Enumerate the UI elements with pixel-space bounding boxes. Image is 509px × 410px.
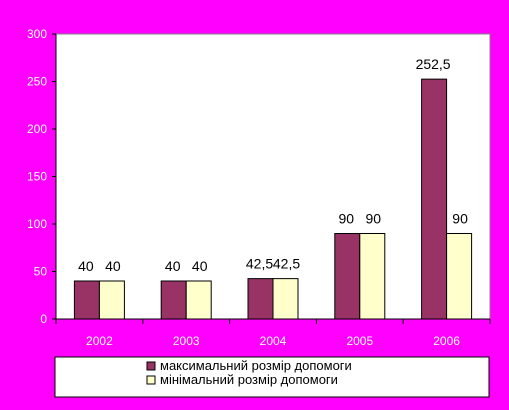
data-label: 40 (165, 258, 181, 274)
bars-group (73, 78, 473, 320)
x-tick-label: 2003 (173, 334, 200, 348)
data-label: 90 (366, 211, 382, 227)
legend-swatch (146, 375, 156, 385)
data-label: 90 (452, 211, 468, 227)
data-label: 40 (105, 258, 121, 274)
bar-max (73, 280, 100, 320)
y-tick-label: 0 (40, 312, 47, 326)
bar-max (334, 233, 361, 320)
y-tick-label: 100 (27, 217, 47, 231)
bar-max (421, 78, 448, 320)
y-tick-label: 50 (34, 265, 48, 279)
y-axis: 0 50 100 150 200 250 300 (27, 27, 57, 326)
data-label: 252,5 (416, 56, 451, 72)
x-tick-label: 2005 (346, 334, 373, 348)
legend-swatch (146, 361, 156, 371)
y-tick-label: 300 (27, 27, 47, 41)
bar-min (446, 233, 473, 320)
y-tick-label: 250 (27, 75, 47, 89)
x-tick-label: 2002 (86, 334, 113, 348)
bar-max (160, 280, 187, 320)
x-tick-label: 2006 (433, 334, 460, 348)
data-label: 90 (339, 211, 355, 227)
data-label: 42,5 (246, 256, 273, 272)
legend-label: мінімальний розмір допомоги (160, 372, 338, 387)
data-label: 40 (192, 258, 208, 274)
bar-min (98, 280, 125, 320)
data-labels-group: 40 40 40 40 42,5 42,5 90 90 252,5 90 (78, 56, 468, 274)
legend-label: максимальний розмір допомоги (160, 358, 352, 373)
bar-min (359, 233, 386, 320)
y-tick-label: 150 (27, 170, 47, 184)
data-label: 42,5 (273, 256, 300, 272)
legend: максимальний розмір допомогимінімальний … (54, 356, 490, 398)
bar-max (247, 278, 274, 320)
plot-area (55, 33, 491, 320)
bar-min (185, 280, 212, 320)
bar-min (272, 278, 299, 320)
x-tick-label: 2004 (260, 334, 287, 348)
x-axis: 2002 2003 2004 2005 2006 (55, 318, 491, 348)
legend-box (54, 356, 490, 398)
y-tick-label: 200 (27, 122, 47, 136)
data-label: 40 (78, 258, 94, 274)
